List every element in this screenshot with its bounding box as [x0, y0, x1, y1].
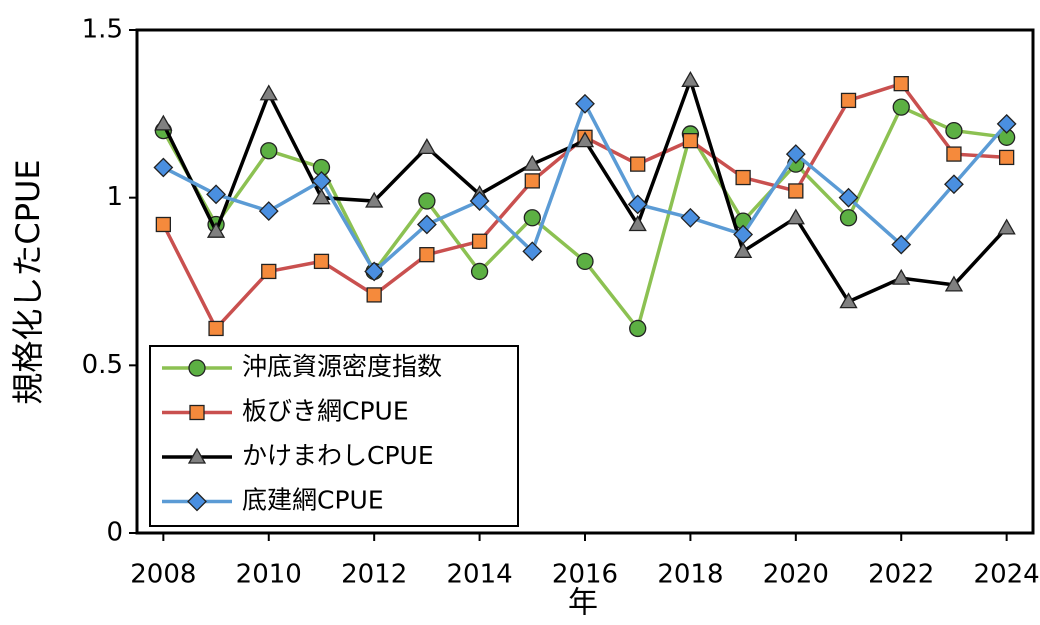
data-point [364, 261, 385, 282]
data-point [575, 131, 595, 148]
data-point [681, 70, 700, 87]
y-tick-label: 1.5 [82, 15, 123, 45]
data-point [312, 188, 331, 205]
x-tick-label: 2008 [130, 560, 196, 590]
data-point [945, 121, 963, 140]
data-point [946, 146, 962, 162]
data-point [470, 262, 489, 281]
legend-label: かけまわしCPUE [242, 441, 434, 470]
data-point [153, 157, 174, 178]
data-point [680, 207, 701, 228]
series-line [162, 99, 1008, 275]
data-point [997, 218, 1016, 235]
data-point [576, 252, 594, 271]
data-point [416, 214, 437, 235]
x-tick-label: 2020 [763, 560, 829, 590]
data-point [417, 138, 437, 155]
data-point [838, 187, 859, 208]
data-point [469, 191, 490, 211]
data-point [261, 263, 277, 280]
legend-marker [188, 359, 206, 377]
data-point [206, 221, 226, 238]
data-point [682, 133, 699, 149]
legend-marker [187, 491, 207, 512]
series-line [161, 81, 1007, 332]
data-point [893, 76, 909, 92]
y-tick-label: 0 [106, 518, 123, 548]
data-point [839, 209, 858, 227]
data-point [630, 156, 646, 172]
data-point [628, 215, 647, 232]
data-point [523, 154, 542, 171]
data-point [788, 183, 804, 199]
legend [149, 345, 519, 527]
data-point [313, 253, 330, 270]
x-tick-label: 2018 [657, 560, 723, 590]
x-tick-label: 2014 [447, 560, 513, 590]
data-point [786, 208, 805, 225]
data-point [366, 287, 382, 303]
x-tick-label: 2010 [236, 560, 302, 590]
data-point [208, 320, 224, 337]
legend-label: 底建網CPUE [242, 486, 384, 515]
data-point [471, 233, 488, 249]
data-point [419, 247, 435, 263]
data-point [365, 191, 384, 208]
legend-marker [187, 447, 207, 464]
data-point [839, 292, 858, 309]
data-point [629, 319, 647, 338]
data-point [311, 170, 332, 191]
data-point [944, 275, 964, 292]
data-point [523, 209, 541, 227]
data-point [155, 216, 172, 233]
legend-label: 沖底資源密度指数 [242, 352, 442, 381]
legend-marker [189, 404, 205, 421]
data-point [258, 201, 279, 221]
x-tick-label: 2022 [868, 560, 934, 590]
data-point [206, 184, 226, 205]
data-point [735, 169, 751, 186]
y-axis-label: 規格化したCPUE [9, 159, 47, 404]
legend-label: 板びき網CPUE [242, 397, 409, 426]
data-point [785, 144, 806, 164]
data-point [892, 98, 910, 116]
x-tick-label: 2012 [341, 560, 407, 590]
x-tick-label: 2024 [974, 560, 1040, 590]
x-tick-label: 2016 [552, 560, 618, 590]
data-point [733, 224, 754, 245]
data-point [575, 93, 595, 114]
data-point [996, 113, 1017, 134]
data-point [892, 268, 911, 285]
data-point [418, 192, 436, 210]
data-point [524, 173, 540, 189]
data-point [891, 234, 912, 255]
x-axis-label: 年 [568, 586, 598, 621]
data-point [522, 241, 543, 262]
data-point [840, 92, 857, 109]
data-point [627, 194, 648, 215]
data-point [260, 142, 278, 160]
data-point [154, 114, 173, 131]
data-point [733, 242, 753, 258]
data-point [944, 174, 964, 195]
data-point [998, 149, 1015, 166]
y-tick-label: 0.5 [82, 350, 123, 380]
y-tick-label: 1 [106, 182, 123, 212]
data-point [259, 84, 278, 101]
